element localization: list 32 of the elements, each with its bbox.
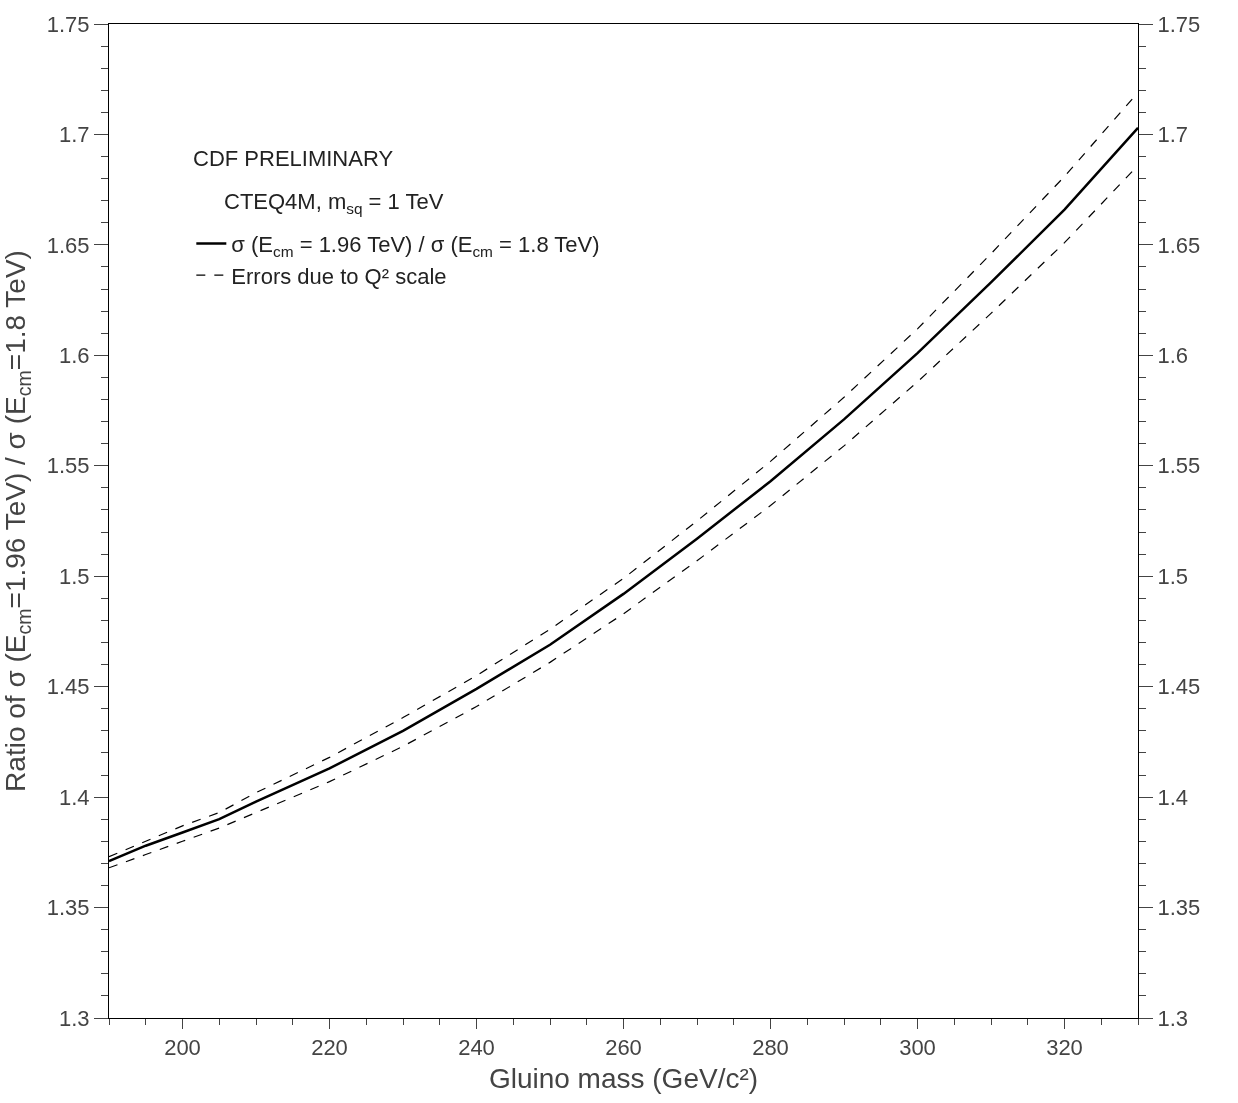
y2-tick-label: 1.7 — [1157, 122, 1188, 148]
y2-tick-label: 1.4 — [1157, 784, 1188, 810]
y-tick-label: 1.75 — [46, 11, 90, 37]
y-tick-label: 1.6 — [59, 343, 90, 369]
x-tick-label: 300 — [899, 1035, 936, 1061]
x-tick-label: 220 — [311, 1035, 348, 1061]
y2-tick-label: 1.6 — [1157, 343, 1188, 369]
y2-tick-label: 1.65 — [1157, 232, 1201, 258]
y-tick-label: 1.55 — [46, 453, 90, 479]
y-tick-label: 1.65 — [46, 232, 90, 258]
y-tick-label: 1.7 — [59, 122, 90, 148]
y-tick-label: 1.4 — [59, 784, 90, 810]
y2-tick-label: 1.3 — [1157, 1005, 1188, 1031]
x-tick-label: 320 — [1046, 1035, 1083, 1061]
y-tick-label: 1.35 — [46, 895, 90, 921]
legend-label: Errors due to Q² scale — [231, 263, 447, 289]
annotation: CTEQ4M, m$_{sq}$ = 1 TeV — [224, 189, 444, 217]
x-tick-label: 260 — [605, 1035, 642, 1061]
y2-tick-label: 1.35 — [1157, 895, 1201, 921]
y2-tick-label: 1.75 — [1157, 11, 1201, 37]
annotation: CDF PRELIMINARY — [193, 146, 394, 171]
y-tick-label: 1.5 — [59, 563, 90, 589]
x-axis-title: Gluino mass (GeV/c²) — [488, 1062, 759, 1094]
legend-label: σ (E$_{cm}$ = 1.96 TeV) / σ (E$_{cm}$ = 1.8 TeV) — [231, 232, 600, 260]
x-tick-label: 200 — [164, 1035, 201, 1061]
y-tick-label: 1.3 — [59, 1005, 90, 1031]
y2-tick-label: 1.55 — [1157, 453, 1201, 479]
y2-tick-label: 1.45 — [1157, 674, 1201, 700]
x-tick-label: 240 — [458, 1035, 495, 1061]
y2-tick-label: 1.5 — [1157, 563, 1188, 589]
y-tick-label: 1.45 — [46, 674, 90, 700]
x-tick-label: 280 — [752, 1035, 789, 1061]
